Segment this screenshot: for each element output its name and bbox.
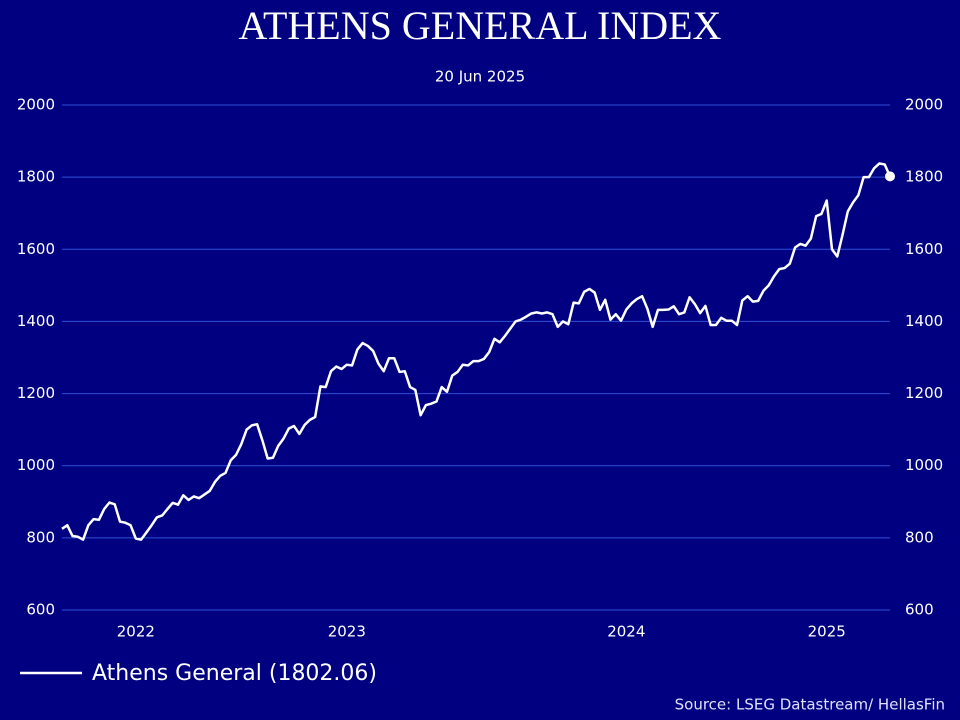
source-note: Source: LSEG Datastream/ HellasFin — [675, 696, 945, 714]
y-tick-label: 800 — [26, 528, 55, 546]
y-tick-label: 600 — [26, 601, 55, 619]
legend-label: Athens General (1802.06) — [92, 661, 377, 686]
y2-tick-label: 600 — [905, 601, 934, 619]
chart-title: ATHENS GENERAL INDEX — [239, 3, 722, 48]
y-tick-label: 1000 — [17, 456, 55, 474]
x-tick-label: 2022 — [117, 623, 155, 641]
y2-tick-label: 1400 — [905, 312, 943, 330]
x-tick-label: 2024 — [607, 623, 645, 641]
x-tick-label: 2025 — [808, 623, 846, 641]
chart-subtitle: 20 Jun 2025 — [435, 68, 525, 86]
y-tick-label: 1400 — [17, 312, 55, 330]
y-tick-label: 1200 — [17, 384, 55, 402]
y-tick-label: 1800 — [17, 168, 55, 186]
y2-tick-label: 1600 — [905, 240, 943, 258]
y2-tick-label: 800 — [905, 528, 934, 546]
y-tick-label: 2000 — [17, 96, 55, 114]
y2-tick-label: 1800 — [905, 168, 943, 186]
y2-tick-label: 2000 — [905, 96, 943, 114]
line-series — [61, 162, 892, 541]
y-tick-label: 1600 — [17, 240, 55, 258]
last-point — [885, 171, 895, 182]
x-tick-label: 2023 — [328, 623, 366, 641]
y2-tick-label: 1000 — [905, 456, 943, 474]
y2-tick-label: 1200 — [905, 384, 943, 402]
